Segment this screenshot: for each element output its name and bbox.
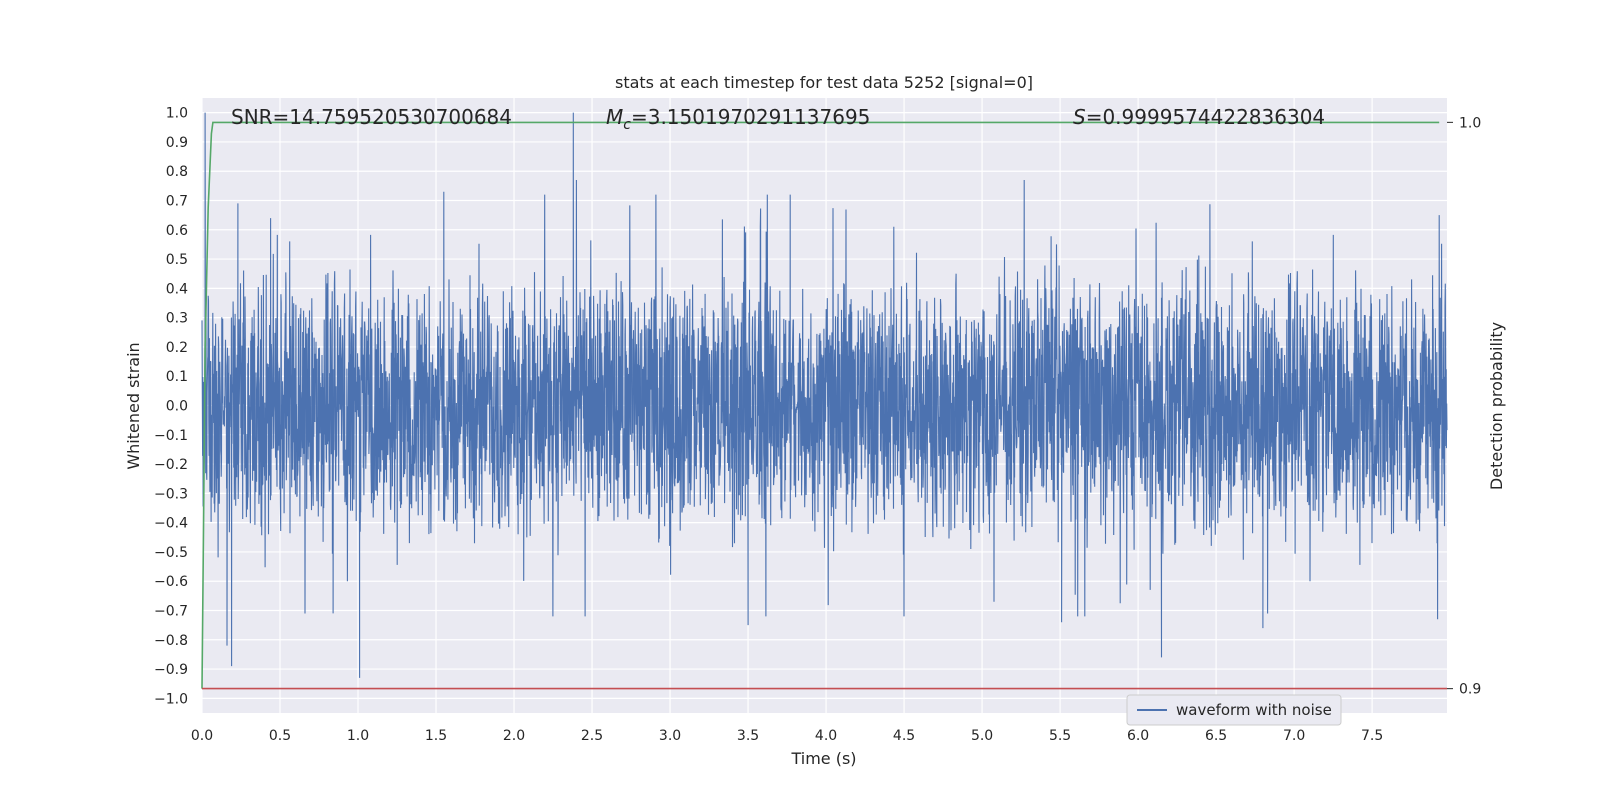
y-tick-label: −0.5 [154,545,188,561]
y2-tick-label: 1.0 [1459,115,1481,131]
x-tick-label: 6.5 [1205,728,1227,744]
y-tick-label: −0.9 [154,662,188,678]
x-tick-label: 2.5 [581,728,603,744]
x-tick-label: 7.5 [1361,728,1383,744]
x-tick-label: 4.0 [815,728,837,744]
x-tick-label: 0.0 [191,728,213,744]
x-tick-label: 4.5 [893,728,915,744]
mc-symbol: M [606,105,623,129]
legend-label: waveform with noise [1176,701,1332,719]
waveform-line [201,112,1448,678]
y-tick-label: −0.2 [154,457,188,473]
y-tick-label: −0.8 [154,633,188,649]
detection-probability-line [201,121,1440,689]
s-value: =0.9999574422836304 [1086,105,1325,129]
y-tick-label: −0.6 [154,574,188,590]
y-tick-label: 0.8 [166,164,188,180]
score-annotation: S=0.9999574422836304 [1073,105,1325,129]
y-tick-label: 0.5 [166,252,188,268]
y-tick-label: 0.2 [166,340,188,356]
y-axis-ticks: 1.0 0.9 0.8 0.7 0.6 0.5 0.4 0.3 0.2 0.1 0.0 −0.1 −0.… [154,106,188,708]
waveform-series [201,112,1448,678]
y-tick-label: 0.1 [166,369,188,385]
x-tick-label: 6.0 [1127,728,1149,744]
legend: waveform with noise [1126,694,1342,726]
y-tick-label: 1.0 [166,106,188,122]
y-tick-label: −0.1 [154,428,188,444]
s-symbol: S [1073,105,1086,129]
x-tick-label: 2.0 [503,728,525,744]
mc-value: =3.1501970291137695 [631,105,870,129]
x-tick-label: 7.0 [1283,728,1305,744]
x-axis-label: Time (s) [790,749,856,768]
y-tick-label: 0.4 [166,281,188,297]
legend-box [1126,694,1342,726]
y-tick-label: 0.0 [166,399,188,415]
y-axis-label: Whitened strain [124,342,143,469]
x-tick-label: 1.5 [425,728,447,744]
y-tick-label: −0.7 [154,604,188,620]
x-tick-label: 3.5 [737,728,759,744]
y-tick-label: 0.6 [166,223,188,239]
x-tick-label: 0.5 [269,728,291,744]
x-tick-label: 1.0 [347,728,369,744]
x-tick-label: 5.0 [971,728,993,744]
x-tick-label: 3.0 [659,728,681,744]
y-tick-label: 0.9 [166,135,188,151]
y-tick-label: −1.0 [154,691,188,707]
y2-tick-label: 0.9 [1459,682,1481,698]
mc-subscript: c [623,117,631,133]
y-tick-label: −0.3 [154,486,188,502]
y-tick-label: 0.3 [166,311,188,327]
chirp-mass-annotation: Mc=3.1501970291137695 [606,105,870,133]
x-tick-label: 5.5 [1049,728,1071,744]
y-tick-label: 0.7 [166,194,188,210]
probability-series [201,121,1447,690]
x-axis-ticks: 0.0 0.5 1.0 1.5 2.0 2.5 3.0 3.5 4.0 4.5 5.0 5.5 6.0 6… [191,728,1383,744]
snr-annotation: SNR=14.759520530700684 [231,105,512,129]
y2-axis-ticks: 1.0 0.9 [1447,115,1481,698]
y-tick-label: −0.4 [154,516,188,532]
chart-title: stats at each timestep for test data 525… [615,73,1033,92]
y2-axis-label: Detection probability [1487,322,1506,490]
